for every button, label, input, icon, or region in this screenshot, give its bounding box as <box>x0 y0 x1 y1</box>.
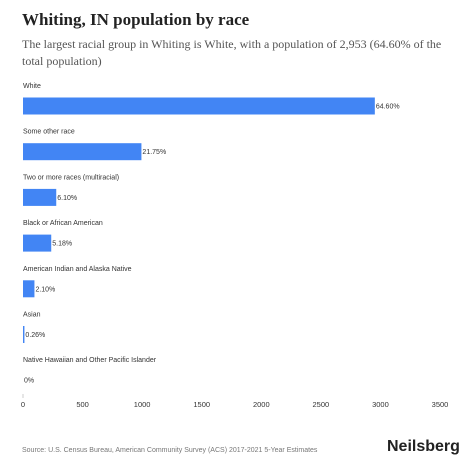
category-label: Black or African American <box>23 220 103 227</box>
brand-logo: Neilsberg <box>387 438 460 455</box>
x-tick-label: 3000 <box>372 400 389 409</box>
x-tick-label: 500 <box>76 400 89 409</box>
category-label: Two or more races (multiracial) <box>23 174 119 181</box>
value-label: 0% <box>24 378 34 385</box>
bar <box>23 97 375 115</box>
bar <box>23 143 142 161</box>
x-tick-label: 2500 <box>313 400 330 409</box>
x-tick-label: 2000 <box>253 400 270 409</box>
value-label: 2.10% <box>35 286 55 293</box>
category-label: Some other race <box>23 129 75 136</box>
bar <box>23 280 35 298</box>
chart-subtitle: The largest racial group in Whiting is W… <box>22 37 442 68</box>
x-tick-label: 1000 <box>134 400 151 409</box>
value-label: 0.26% <box>25 332 45 339</box>
value-label: 21.75% <box>142 149 166 156</box>
value-label: 6.10% <box>57 195 77 202</box>
x-tick-label: 0 <box>21 400 25 409</box>
value-label: 64.60% <box>376 104 400 111</box>
category-label: White <box>23 83 41 90</box>
category-label: Native Hawaiian and Other Pacific Island… <box>23 357 157 364</box>
source-note: Source: U.S. Census Bureau, American Com… <box>22 447 318 454</box>
value-label: 5.18% <box>52 241 72 248</box>
category-label: Asian <box>23 312 41 319</box>
bar <box>23 326 25 343</box>
x-tick-label: 1500 <box>193 400 210 409</box>
chart-title: Whiting, IN population by race <box>22 10 250 29</box>
x-tick-label: 3500 <box>432 400 449 409</box>
category-label: American Indian and Alaska Native <box>23 266 132 273</box>
bar <box>23 188 57 206</box>
bar <box>23 234 52 252</box>
